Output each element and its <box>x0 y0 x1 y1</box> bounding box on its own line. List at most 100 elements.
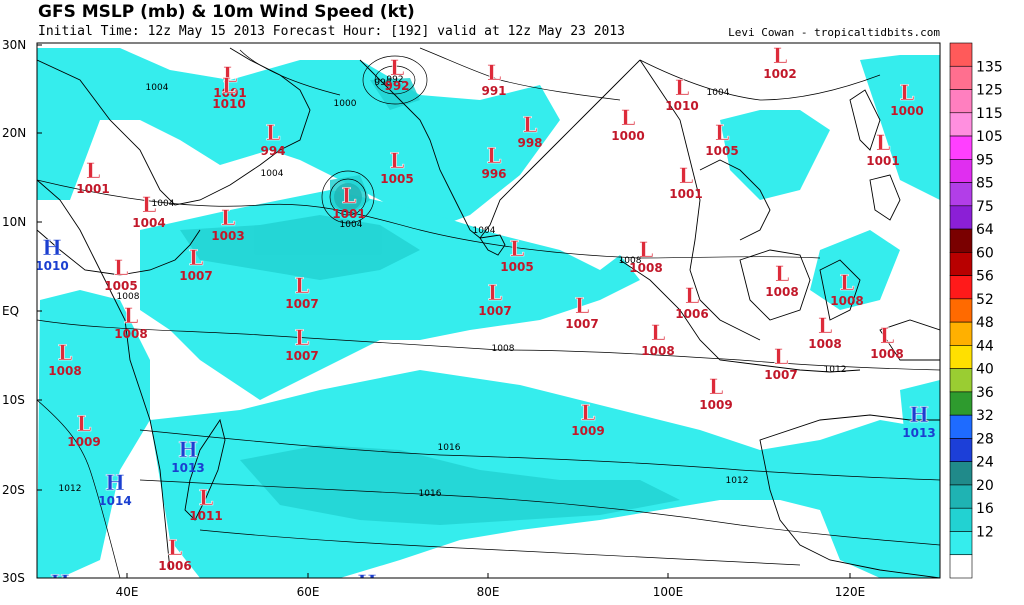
isobar-label: 1000 <box>334 99 357 109</box>
colorbar-cell <box>949 112 973 137</box>
latitude-labels: 30N 20N 10N EQ 10S 20S 30S <box>2 38 42 585</box>
system-pressure-value: 991 <box>481 84 506 98</box>
system-letter: L <box>58 340 73 365</box>
colorbar-label: 44 <box>976 338 994 354</box>
system-pressure-value: 1005 <box>705 144 738 158</box>
isobar-label: 1012 <box>824 365 847 375</box>
latitude-label: 30S <box>2 571 25 585</box>
system-letter: L <box>124 303 139 328</box>
isobar-label: 1004 <box>340 220 363 230</box>
latitude-label: 10S <box>2 393 25 407</box>
colorbar-label: 40 <box>976 362 994 378</box>
system-pressure-value: 1008 <box>808 337 841 351</box>
system-letter: H <box>178 437 198 462</box>
system-letter: L <box>575 293 590 318</box>
colorbar-cell <box>949 414 973 439</box>
colorbar-label: 20 <box>976 478 994 494</box>
latitude-label: 30N <box>2 38 26 52</box>
longitude-label: 80E <box>477 585 500 599</box>
system-letter: L <box>818 313 833 338</box>
system-pressure-value: 1008 <box>830 294 863 308</box>
chart-subtitle: Initial Time: 12z May 15 2013 Forecast H… <box>38 24 625 39</box>
isobar-labels: 1004100099699210041004100410041004100810… <box>59 75 847 499</box>
isobar-label: 1012 <box>59 484 82 494</box>
system-pressure-value: 1006 <box>158 559 191 573</box>
colorbar-cell <box>949 159 973 183</box>
colorbar-label: 32 <box>976 408 994 424</box>
isobar-label: 1008 <box>117 292 140 302</box>
colorbar-cell <box>949 391 973 416</box>
system-letter: L <box>86 158 101 183</box>
colorbar: 135 125 115 105 95 85 75 64 60 56 52 48 44 40 36 32 28 24… <box>949 42 1003 579</box>
system-pressure-value: 1000 <box>611 129 644 143</box>
system-pressure-value: 1008 <box>114 327 147 341</box>
colorbar-label: 48 <box>976 315 994 331</box>
system-pressure-value: 1009 <box>571 424 604 438</box>
system-pressure-value: 1010 <box>665 99 698 113</box>
system-letter: L <box>295 273 310 298</box>
colorbar-cell <box>949 438 973 462</box>
system-letter: L <box>488 280 503 305</box>
system-pressure-value: 1008 <box>629 261 662 275</box>
system-letter: L <box>168 535 183 560</box>
system-letter: L <box>223 62 238 87</box>
system-letter: L <box>900 80 915 105</box>
colorbar-label: 24 <box>976 455 994 471</box>
colorbar-label: 115 <box>976 106 1003 122</box>
system-pressure-value: 1006 <box>675 307 708 321</box>
isobar-label: 1004 <box>473 226 496 236</box>
system-letter: L <box>199 485 214 510</box>
system-letter: L <box>709 374 724 399</box>
isobar-label: 1004 <box>146 83 169 93</box>
system-pressure-value: 992 <box>384 79 409 93</box>
latitude-label: 10N <box>2 215 26 229</box>
colorbar-cell <box>949 275 973 300</box>
system-letter: L <box>487 143 502 168</box>
system-pressure-value: 1008 <box>870 347 903 361</box>
system-letter: L <box>221 205 236 230</box>
colorbar-cell <box>949 321 973 346</box>
system-pressure-value: 998 <box>517 136 542 150</box>
system-pressure-value: 996 <box>481 167 506 181</box>
system-letter: L <box>774 344 789 369</box>
system-letter: L <box>390 55 405 80</box>
isobar-label: 1008 <box>492 344 515 354</box>
system-letter: L <box>773 43 788 68</box>
system-letter: L <box>295 325 310 350</box>
colorbar-label: 64 <box>976 222 994 238</box>
latitude-label: 20S <box>2 483 25 497</box>
system-letter: L <box>266 120 281 145</box>
system-letter: L <box>775 261 790 286</box>
colorbar-cell <box>949 298 973 323</box>
system-pressure-value: 1001 <box>866 154 899 168</box>
colorbar-label: 135 <box>976 59 1003 75</box>
colorbar-label: 60 <box>976 245 994 261</box>
colorbar-label: 105 <box>976 129 1003 145</box>
colorbar-label: 52 <box>976 292 994 308</box>
